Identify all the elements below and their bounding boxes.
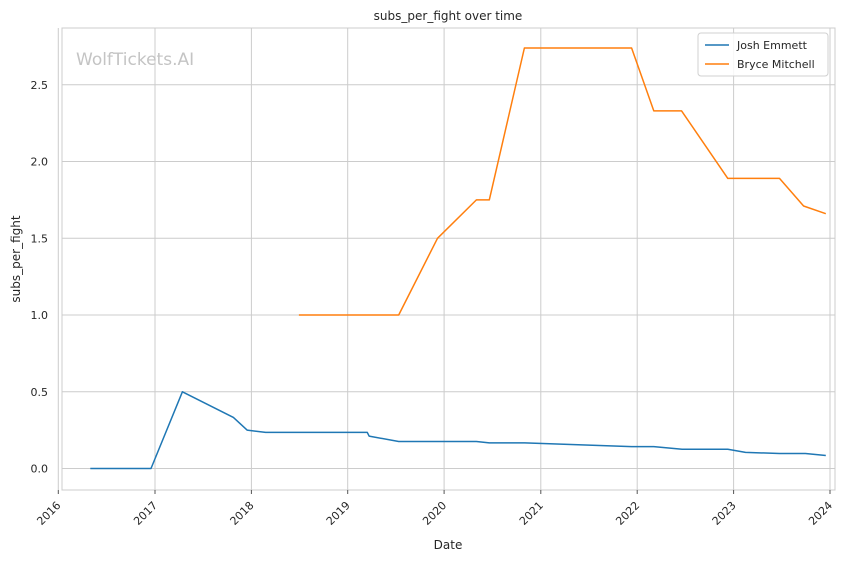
series-line-bryce-mitchell [298, 47, 827, 316]
legend: Josh Emmett Bryce Mitchell [697, 32, 829, 77]
chart-title: subs_per_fight over time [374, 9, 523, 23]
legend-label-bryce-mitchell: Bryce Mitchell [737, 58, 815, 71]
y-tick-label-2-0: 2.0 [31, 156, 49, 169]
y-tick-label-1-0: 1.0 [31, 309, 49, 322]
x-tick-label-2021: 2021 [517, 499, 546, 528]
x-axis-ticks: 2016 2017 2018 2019 2020 2021 2022 2023 2024 [34, 490, 835, 528]
series-layer [90, 47, 827, 470]
y-tick-label-2-5: 2.5 [31, 79, 49, 92]
x-tick-label-2017: 2017 [131, 499, 160, 528]
x-tick-label-2023: 2023 [710, 499, 739, 528]
series-line-josh-emmett [90, 391, 826, 470]
x-tick-label-2016: 2016 [34, 499, 63, 528]
legend-label-josh-emmett: Josh Emmett [736, 39, 808, 52]
x-tick-label-2022: 2022 [613, 499, 642, 528]
y-tick-label-0-0: 0.0 [31, 463, 49, 476]
x-tick-label-2024: 2024 [806, 499, 835, 528]
x-tick-label-2019: 2019 [324, 499, 353, 528]
grid-lines [57, 28, 835, 490]
x-tick-label-2018: 2018 [228, 499, 257, 528]
plot-background [61, 27, 836, 491]
y-axis-ticks: 0.0 0.5 1.0 1.5 2.0 2.5 [31, 79, 49, 476]
x-tick-label-2020: 2020 [420, 499, 449, 528]
watermark: WolfTickets.AI [76, 50, 194, 70]
y-tick-label-1-5: 1.5 [31, 232, 49, 245]
y-tick-label-0-5: 0.5 [31, 386, 49, 399]
y-axis-label: subs_per_fight [9, 215, 23, 302]
legend-box [697, 32, 829, 77]
x-axis-label: Date [434, 538, 463, 552]
